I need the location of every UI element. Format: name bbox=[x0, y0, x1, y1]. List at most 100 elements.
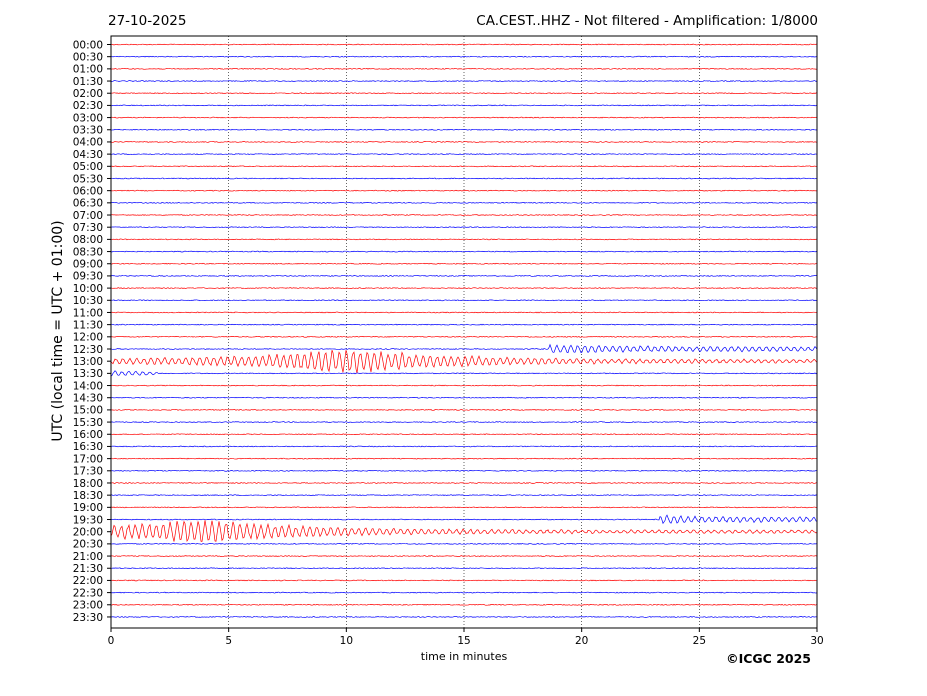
y-tick-label: 20:00 bbox=[73, 527, 103, 539]
trace-1530 bbox=[110, 421, 818, 423]
trace-0100 bbox=[110, 67, 818, 70]
y-tick-label: 19:00 bbox=[73, 502, 103, 514]
y-axis-ticks: 00:0000:3001:0001:3002:0002:3003:0003:30… bbox=[73, 39, 111, 624]
y-tick-label: 12:00 bbox=[73, 332, 103, 344]
y-tick-label: 10:30 bbox=[73, 295, 103, 307]
x-tick-label: 30 bbox=[810, 635, 823, 647]
trace-2130 bbox=[110, 567, 818, 570]
trace-1800 bbox=[110, 482, 818, 484]
trace-0230 bbox=[110, 104, 818, 107]
y-tick-label: 13:00 bbox=[73, 356, 103, 368]
y-tick-label: 23:00 bbox=[73, 600, 103, 612]
copyright-label: ©ICGC 2025 bbox=[726, 651, 811, 666]
trace-0630 bbox=[110, 201, 818, 204]
y-tick-label: 01:30 bbox=[73, 76, 103, 88]
trace-1300 bbox=[110, 350, 818, 374]
x-tick-label: 15 bbox=[457, 635, 470, 647]
x-tick-label: 0 bbox=[108, 635, 115, 647]
x-tick-label: 10 bbox=[340, 635, 353, 647]
y-tick-label: 17:30 bbox=[73, 466, 103, 478]
y-tick-label: 21:00 bbox=[73, 551, 103, 563]
trace-0200 bbox=[110, 92, 818, 95]
y-tick-label: 19:30 bbox=[73, 514, 103, 526]
x-axis-ticks: 0 5 10 15 20 25 30 bbox=[108, 628, 824, 647]
y-tick-label: 11:00 bbox=[73, 307, 103, 319]
y-tick-label: 05:30 bbox=[73, 173, 103, 185]
y-tick-label: 06:00 bbox=[73, 185, 103, 197]
trace-1230 bbox=[110, 343, 818, 354]
trace-1000 bbox=[110, 287, 818, 289]
y-tick-label: 10:00 bbox=[73, 283, 103, 295]
trace-1830 bbox=[110, 494, 818, 497]
trace-1930 bbox=[110, 514, 818, 525]
y-tick-label: 06:30 bbox=[73, 198, 103, 210]
y-tick-label: 17:00 bbox=[73, 453, 103, 465]
y-tick-label: 15:30 bbox=[73, 417, 103, 429]
trace-2200 bbox=[110, 579, 818, 582]
trace-0800 bbox=[110, 238, 818, 241]
y-tick-label: 02:30 bbox=[73, 100, 103, 112]
y-tick-label: 02:00 bbox=[73, 88, 103, 100]
trace-0900 bbox=[110, 262, 818, 265]
y-tick-label: 04:30 bbox=[73, 149, 103, 161]
y-tick-label: 03:30 bbox=[73, 125, 103, 137]
trace-1030 bbox=[110, 299, 818, 302]
y-tick-label: 20:30 bbox=[73, 539, 103, 551]
y-tick-label: 13:30 bbox=[73, 368, 103, 380]
plot-frame bbox=[110, 35, 818, 629]
x-tick-label: 5 bbox=[225, 635, 232, 647]
trace-1600 bbox=[110, 433, 818, 436]
y-tick-label: 09:00 bbox=[73, 259, 103, 271]
trace-1130 bbox=[110, 323, 818, 326]
trace-0830 bbox=[110, 250, 818, 253]
x-axis-label: time in minutes bbox=[421, 650, 508, 663]
y-tick-label: 08:30 bbox=[73, 246, 103, 258]
trace-0400 bbox=[110, 141, 818, 143]
trace-2300 bbox=[110, 603, 818, 606]
trace-1400 bbox=[110, 384, 818, 387]
trace-1500 bbox=[110, 409, 817, 411]
chart-station-title: CA.CEST..HHZ - Not filtered - Amplificat… bbox=[476, 13, 818, 29]
trace-0000 bbox=[110, 43, 818, 46]
trace-0500 bbox=[110, 165, 818, 168]
y-tick-label: 16:30 bbox=[73, 441, 103, 453]
trace-0330 bbox=[110, 128, 818, 131]
trace-0430 bbox=[110, 153, 818, 156]
y-tick-label: 15:00 bbox=[73, 405, 103, 417]
trace-1730 bbox=[110, 469, 818, 472]
y-tick-label: 18:00 bbox=[73, 478, 103, 490]
y-tick-label: 01:00 bbox=[73, 64, 103, 76]
y-tick-label: 21:30 bbox=[73, 563, 103, 575]
y-tick-label: 12:30 bbox=[73, 344, 103, 356]
trace-2230 bbox=[110, 591, 818, 594]
y-axis-label: UTC (local time = UTC + 01:00) bbox=[50, 220, 66, 441]
trace-1700 bbox=[110, 457, 818, 460]
trace-2000 bbox=[110, 520, 818, 543]
y-tick-label: 23:30 bbox=[73, 612, 103, 624]
y-tick-label: 07:30 bbox=[73, 222, 103, 234]
y-tick-label: 16:00 bbox=[73, 429, 103, 441]
y-tick-label: 03:00 bbox=[73, 112, 103, 124]
trace-0030 bbox=[110, 55, 818, 58]
trace-0600 bbox=[110, 189, 818, 192]
trace-1630 bbox=[110, 445, 818, 448]
y-tick-label: 07:00 bbox=[73, 210, 103, 222]
y-tick-label: 08:00 bbox=[73, 234, 103, 246]
trace-1430 bbox=[110, 396, 818, 399]
trace-rows bbox=[110, 43, 818, 618]
trace-0700 bbox=[110, 214, 818, 216]
x-tick-label: 25 bbox=[693, 635, 706, 647]
y-tick-label: 22:00 bbox=[73, 575, 103, 587]
trace-0130 bbox=[110, 80, 818, 82]
trace-1900 bbox=[110, 506, 818, 509]
y-tick-label: 05:00 bbox=[73, 161, 103, 173]
y-tick-label: 18:30 bbox=[73, 490, 103, 502]
y-tick-label: 00:00 bbox=[73, 39, 103, 51]
trace-2330 bbox=[110, 616, 818, 618]
y-tick-label: 04:00 bbox=[73, 137, 103, 149]
trace-1100 bbox=[110, 311, 818, 314]
trace-2030 bbox=[110, 542, 818, 545]
y-tick-label: 22:30 bbox=[73, 587, 103, 599]
x-gridlines bbox=[228, 36, 700, 628]
